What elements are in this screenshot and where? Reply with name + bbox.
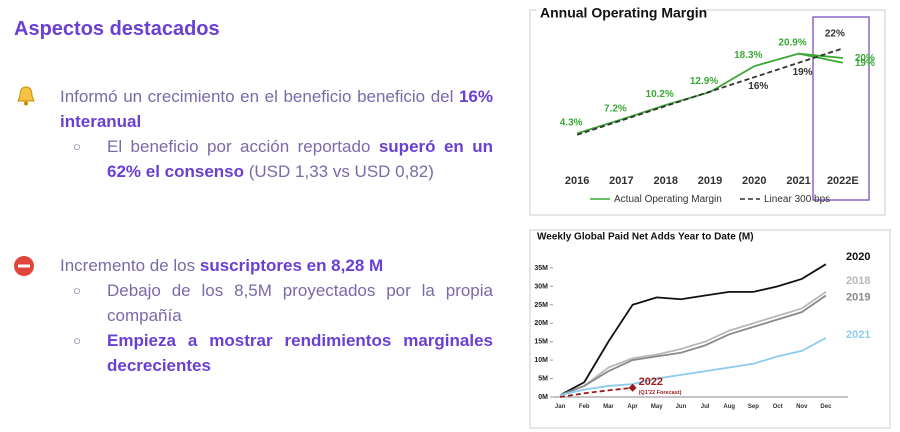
annotation: (Q1'22 Forecast) [639,390,682,396]
x-tick-label: 2020 [742,175,766,187]
series-label: 2022 [639,376,663,388]
x-tick-label: Jan [555,404,566,410]
data-label: 18.3% [734,50,762,61]
y-tick-label: 30M [534,283,548,290]
text-run: Informó un crecimiento en el beneficio b… [60,87,459,106]
slide-title: Aspectos destacados [14,18,220,40]
bullet: Informó un crecimiento en el beneficio b… [60,84,493,184]
text-run: (USD 1,33 vs USD 0,82) [244,162,434,181]
series-label: 2018 [846,275,870,287]
sub-bullet: El beneficio por acción reportado superó… [73,134,494,184]
series-label: 2019 [846,292,870,304]
x-tick-label: Apr [627,404,638,410]
text-run: superó en un 62% el consenso [107,137,494,181]
series-line [559,386,633,398]
data-label: 20.9% [778,38,806,49]
legend-label: Linear 300 bps [764,194,830,205]
chart-title: Annual Operating Margin [540,5,707,21]
data-label: 12.9% [690,76,718,87]
sub-bullet: Debajo de los 8,5M proyectados por la pr… [73,278,493,328]
x-tick-label: Feb [579,404,590,410]
x-tick-label: Sep [748,404,759,410]
bell-icon [17,86,35,106]
point-marker [628,383,637,392]
x-tick-label: 2022E [827,175,859,187]
chart-frame [529,229,891,429]
series-line [798,52,844,64]
text-run: Incremento de los [60,256,200,275]
series-label: 2021 [846,329,870,341]
y-tick-label: 15M [534,339,548,346]
data-label: 10.2% [646,89,674,100]
x-tick-label: 2016 [565,175,589,187]
chart-title: Weekly Global Paid Net Adds Year to Date… [537,232,754,243]
x-tick-label: Dec [820,404,832,410]
x-tick-label: May [651,404,663,410]
text-run: suscriptores en 8,28 M [199,256,384,275]
y-tick-label: 5M [538,376,548,383]
y-tick-label: 35M [534,265,548,272]
bullet-text: Informó un crecimiento en el beneficio b… [60,84,493,134]
x-tick-label: Jun [676,404,687,410]
text-run: El beneficio por acción reportado [107,137,379,156]
y-tick-label: 0M [538,394,548,401]
data-label: 20% [855,53,875,64]
x-tick-label: Nov [796,404,808,410]
data-label: 4.3% [560,117,583,128]
data-label: 19% [855,58,875,69]
x-tick-label: 2019 [698,175,722,187]
series-line [559,337,827,397]
text-run: Empieza a mostrar rendimientos marginale… [107,331,493,375]
highlight-box [812,16,870,201]
no-entry-icon [14,256,34,276]
bullet: Incremento de los suscriptores en 8,28 M… [60,253,493,378]
x-tick-label: 2021 [786,175,810,187]
series-line [576,47,844,136]
x-tick-label: 2017 [609,175,633,187]
bullet-text: Incremento de los suscriptores en 8,28 M [60,253,493,278]
y-tick-label: 10M [534,357,548,364]
data-label: 19% [793,67,813,78]
text-run: Debajo de los 8,5M proyectados por la pr… [107,281,493,325]
y-tick-label: 25M [534,302,548,309]
x-tick-label: Oct [773,404,783,410]
series-line [559,263,827,396]
series-line [559,294,827,396]
y-tick-label: 20M [534,320,548,327]
title-backing [536,5,704,21]
x-tick-label: Aug [723,404,735,410]
data-label: 16% [748,81,768,92]
sub-bullet: Empieza a mostrar rendimientos marginale… [73,328,493,378]
data-label: 22% [825,28,845,39]
series-line [559,291,827,396]
data-label: 7.2% [604,103,627,114]
x-tick-label: Mar [603,404,614,410]
chart-frame [529,9,886,216]
legend-label: Actual Operating Margin [614,194,722,205]
x-tick-label: 2018 [653,175,677,187]
x-tick-label: Jul [701,404,710,410]
series-label: 2020 [846,251,870,263]
text-run: 16% interanual [60,87,493,131]
